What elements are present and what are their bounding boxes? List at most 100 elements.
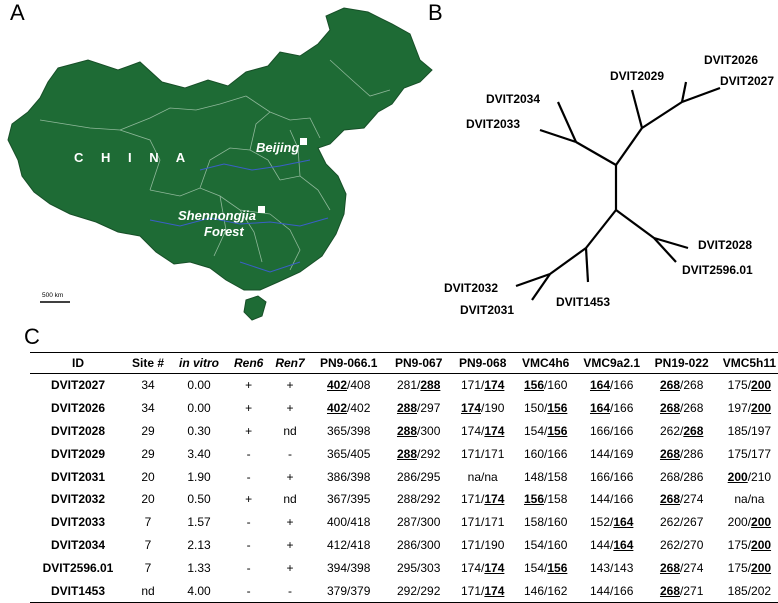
tree-label-dvit2029: DVIT2029 <box>610 69 664 83</box>
table-cell: 292/292 <box>386 579 451 603</box>
table-cell: + <box>286 401 294 416</box>
row-id-cell: DVIT2029 <box>50 446 106 461</box>
tree-label-dvit2028: DVIT2028 <box>698 238 752 252</box>
genotype-table: ID Site # in vitro Ren6 Ren7 PN9-066.1 PN9-067… <box>30 352 778 603</box>
table-cell: 175/200 <box>727 378 772 393</box>
panel-label-c: C <box>24 324 40 349</box>
column-header: in vitro <box>170 352 228 374</box>
dendrogram: DVIT2026 DVIT2027 DVIT2029 DVIT2034 DVIT… <box>444 53 774 317</box>
table-cell: 1.90 <box>187 469 211 484</box>
table-cell: 0.50 <box>187 492 211 507</box>
row-id-cell: DVIT2032 <box>50 492 106 507</box>
table-cell: + <box>245 378 253 393</box>
table-cell: 268/268 <box>659 401 704 416</box>
table-cell: - <box>246 515 251 530</box>
panel-label-a: A <box>10 0 25 25</box>
column-header: VMC5h11 <box>716 352 778 374</box>
beijing-label: Beijing <box>256 140 299 155</box>
row-id-cell: DVIT2028 <box>50 423 106 438</box>
table-cell: 262/267 <box>659 515 704 530</box>
table-cell: 0.30 <box>187 423 211 438</box>
table-cell: 400/418 <box>326 515 371 530</box>
row-id-cell: DVIT2026 <box>50 401 106 416</box>
table-cell: 286/295 <box>396 469 441 484</box>
column-header: PN9-067 <box>386 352 451 374</box>
table-cell: - <box>269 579 311 603</box>
tree-branches <box>515 81 721 301</box>
table-cell: + <box>286 378 294 393</box>
table-cell: 150/156 <box>523 401 568 416</box>
table-cell: 156/158 <box>523 492 568 507</box>
table-cell: 144/166 <box>576 579 647 603</box>
table-cell: 164/166 <box>589 401 634 416</box>
table-cell: 171/174 <box>460 492 505 507</box>
panel-label-b: B <box>428 0 443 25</box>
table-row: DVIT2031 20 1.90 - +386/398 286/295 na/na 148/1… <box>30 465 778 488</box>
table-cell: 154/156 <box>523 560 568 575</box>
table-cell: + <box>245 492 253 507</box>
table-cell: + <box>286 560 294 575</box>
table-cell: 174/190 <box>460 401 505 416</box>
table-cell: 3.40 <box>187 446 211 461</box>
table-cell: na/na <box>467 469 498 484</box>
table-cell: 29 <box>141 423 155 438</box>
row-id-cell: DVIT2027 <box>50 378 106 393</box>
table-cell: 7 <box>144 537 152 552</box>
tree-label-dvit2033: DVIT2033 <box>466 117 520 131</box>
column-header: ID <box>30 352 126 374</box>
table-cell: - <box>228 579 270 603</box>
table-cell: - <box>246 469 251 484</box>
table-body: DVIT2027 34 0.00 + +402/408 281/288 171/174 156… <box>30 374 778 603</box>
china-label: C H I N A <box>74 150 192 165</box>
table-row: DVIT2034 7 2.13 - +412/418 286/300 171/190 154/… <box>30 534 778 557</box>
table-cell: 379/379 <box>310 579 387 603</box>
table-cell: - <box>246 537 251 552</box>
table-cell: 262/268 <box>659 423 704 438</box>
table-cell: 171/171 <box>460 446 505 461</box>
table-cell: - <box>288 446 293 461</box>
table-cell: 268/268 <box>659 378 704 393</box>
table-cell: 144/169 <box>589 446 634 461</box>
table-cell: 146/162 <box>514 579 577 603</box>
table-cell: 171/174 <box>450 579 515 603</box>
table-cell: 185/202 <box>716 579 778 603</box>
row-id-cell: DVIT2031 <box>50 469 106 484</box>
table-cell: 197/200 <box>727 401 772 416</box>
table-cell: 34 <box>141 378 155 393</box>
table-cell: 402/402 <box>326 401 371 416</box>
table-cell: 175/200 <box>727 537 772 552</box>
table-cell: 7 <box>144 515 152 530</box>
table-cell: 154/160 <box>523 537 568 552</box>
table-cell: 0.00 <box>187 378 211 393</box>
shennongjia-label-line2: Forest <box>204 224 244 239</box>
scale-label: 500 km <box>42 292 63 299</box>
table-row: DVIT2028 29 0.30 + nd 365/398 288/300 174/174 15… <box>30 420 778 443</box>
table-cell: 200/200 <box>727 515 772 530</box>
table-cell: 268/286 <box>659 469 704 484</box>
table-cell: 4.00 <box>170 579 228 603</box>
shennongjia-marker <box>258 206 265 213</box>
column-header: Ren6 <box>228 352 270 374</box>
table-cell: + <box>245 423 253 438</box>
province-borders <box>39 59 391 271</box>
table-cell: 287/300 <box>396 515 441 530</box>
table-cell: 412/418 <box>326 537 371 552</box>
table-cell: 1.33 <box>187 560 211 575</box>
table-cell: 20 <box>141 492 155 507</box>
table-cell: 365/405 <box>326 446 371 461</box>
table-header-row: ID Site # in vitro Ren6 Ren7 PN9-066.1 PN9-067… <box>30 352 778 374</box>
table-cell: + <box>286 537 294 552</box>
table-cell: 288/292 <box>396 446 441 461</box>
table-row: DVIT2033 7 1.57 - +400/418 287/300 171/171 158/… <box>30 511 778 534</box>
table-cell: nd <box>126 579 170 603</box>
table-cell: 164/166 <box>589 378 634 393</box>
table-cell: na/na <box>734 492 765 507</box>
table-cell: 394/398 <box>326 560 371 575</box>
table-cell: 174/174 <box>460 423 505 438</box>
row-id-cell: DVIT2596.01 <box>42 560 114 575</box>
rivers <box>149 159 329 273</box>
table-cell: 156/160 <box>523 378 568 393</box>
table-cell: 175/177 <box>727 446 772 461</box>
table-cell: 171/171 <box>460 515 505 530</box>
table-cell: 268/271 <box>646 579 717 603</box>
